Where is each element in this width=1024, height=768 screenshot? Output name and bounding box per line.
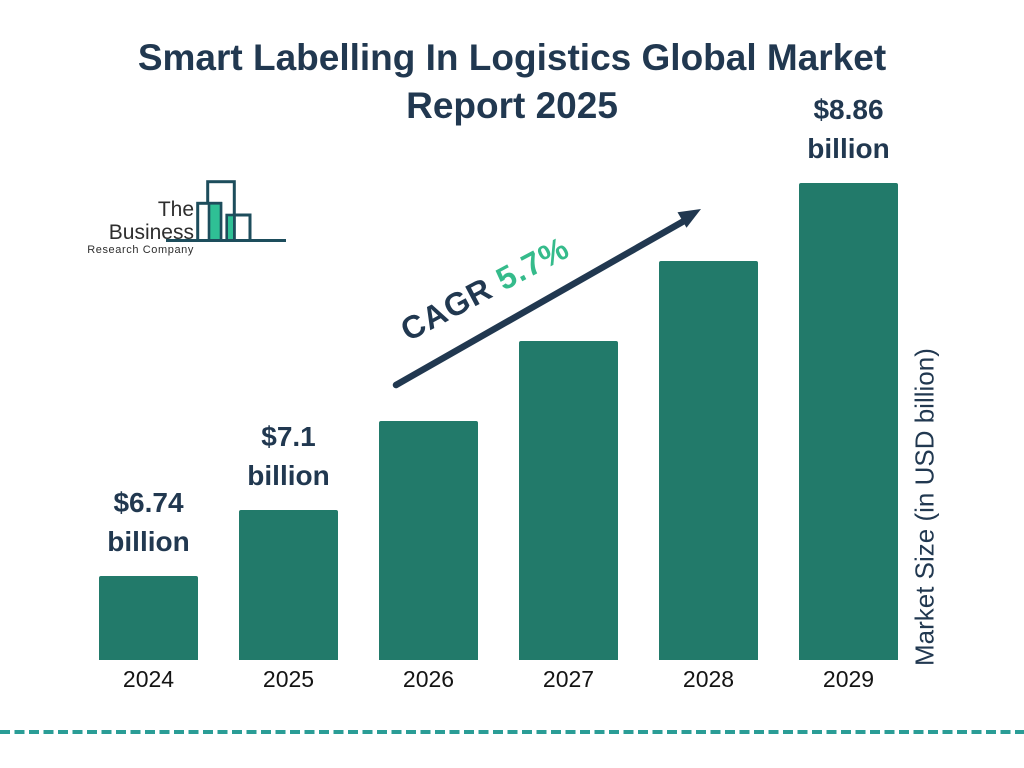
title-line-2: Report 2025: [406, 85, 618, 126]
title-line-1: Smart Labelling In Logistics Global Mark…: [137, 37, 887, 78]
bottom-dashed-line: [0, 730, 1024, 734]
logo-bar-chart-icon: [166, 180, 286, 242]
y-axis-label: Market Size (in USD billion): [909, 348, 940, 666]
year-label-2028: 2028: [682, 666, 735, 692]
page-title: Smart Labelling In Logistics Global Mark…: [0, 34, 1024, 130]
bar-2026: [379, 420, 478, 660]
year-label-2026: 2026: [402, 666, 455, 692]
year-label-2029: 2029: [822, 666, 875, 692]
year-label-2025: 2025: [262, 666, 315, 692]
logo-name: The Business: [108, 198, 194, 244]
logo-text: The Business Research Company: [78, 198, 194, 256]
bar-2028: [659, 260, 758, 660]
value-label-2025: $7.1 billion: [247, 420, 330, 491]
bar-2025: [239, 509, 338, 660]
value-label-2029: $8.86 billion: [807, 94, 890, 164]
bar-2029: [799, 183, 898, 660]
bar-2024: [99, 576, 198, 660]
bar-2027: [519, 340, 618, 660]
year-label-2027: 2027: [542, 666, 595, 692]
company-logo: The Business Research Company: [78, 170, 293, 256]
year-label-2024: 2024: [122, 666, 175, 692]
value-label-2024: $6.74 billion: [107, 487, 190, 558]
logo-subname: Research Company: [87, 244, 194, 256]
